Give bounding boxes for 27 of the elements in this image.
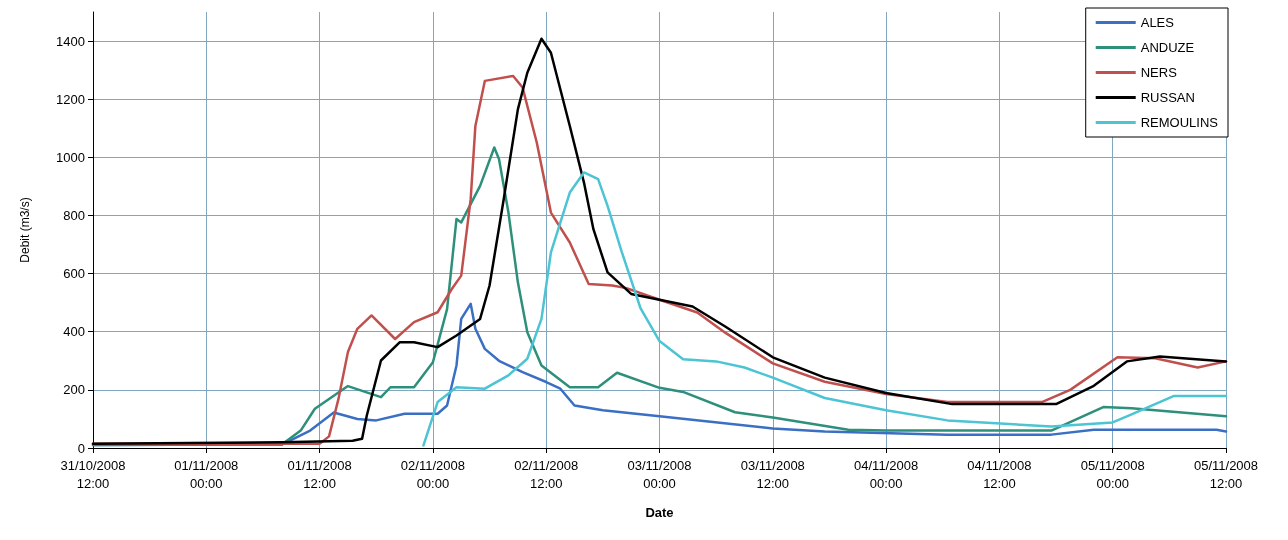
x-tick-label: 03/11/2008 12:00	[740, 457, 805, 491]
x-tick-label: 01/11/2008 12:00	[287, 457, 352, 491]
x-tick-label: 05/11/2008 00:00	[1080, 457, 1145, 491]
y-tick-label: 1000	[56, 149, 85, 165]
y-tick-label: 1200	[56, 91, 85, 107]
y-tick-label: 200	[63, 382, 85, 398]
legend-label: REMOULINS	[1140, 115, 1219, 130]
y-tick-label: 600	[63, 266, 85, 282]
x-tick-label: 04/11/2008 00:00	[854, 457, 919, 491]
x-tick-label: 31/10/2008 12:00	[60, 457, 126, 491]
y-tick-label: 0	[77, 440, 85, 456]
y-tick-label: 400	[63, 324, 85, 340]
x-tick-label: 03/11/2008 00:00	[627, 457, 692, 491]
x-tick-label: 04/11/2008 12:00	[967, 457, 1032, 491]
x-axis-title: Date	[645, 505, 674, 520]
x-tick-label: 02/11/2008 12:00	[514, 457, 579, 491]
y-axis-title: Debit (m3/s)	[18, 197, 32, 263]
x-tick-label: 05/11/2008 12:00	[1193, 457, 1259, 491]
legend-label: ANDUZE	[1140, 40, 1195, 55]
x-tick-label: 02/11/2008 00:00	[400, 457, 465, 491]
legend-label: RUSSAN	[1140, 90, 1195, 105]
y-tick-label: 800	[63, 207, 85, 223]
x-tick-label: 01/11/2008 00:00	[174, 457, 239, 491]
line-series	[422, 171, 1228, 447]
legend-label: NERS	[1140, 65, 1178, 80]
legend-label: ALES	[1140, 15, 1175, 30]
y-tick-label: 1400	[56, 33, 85, 49]
